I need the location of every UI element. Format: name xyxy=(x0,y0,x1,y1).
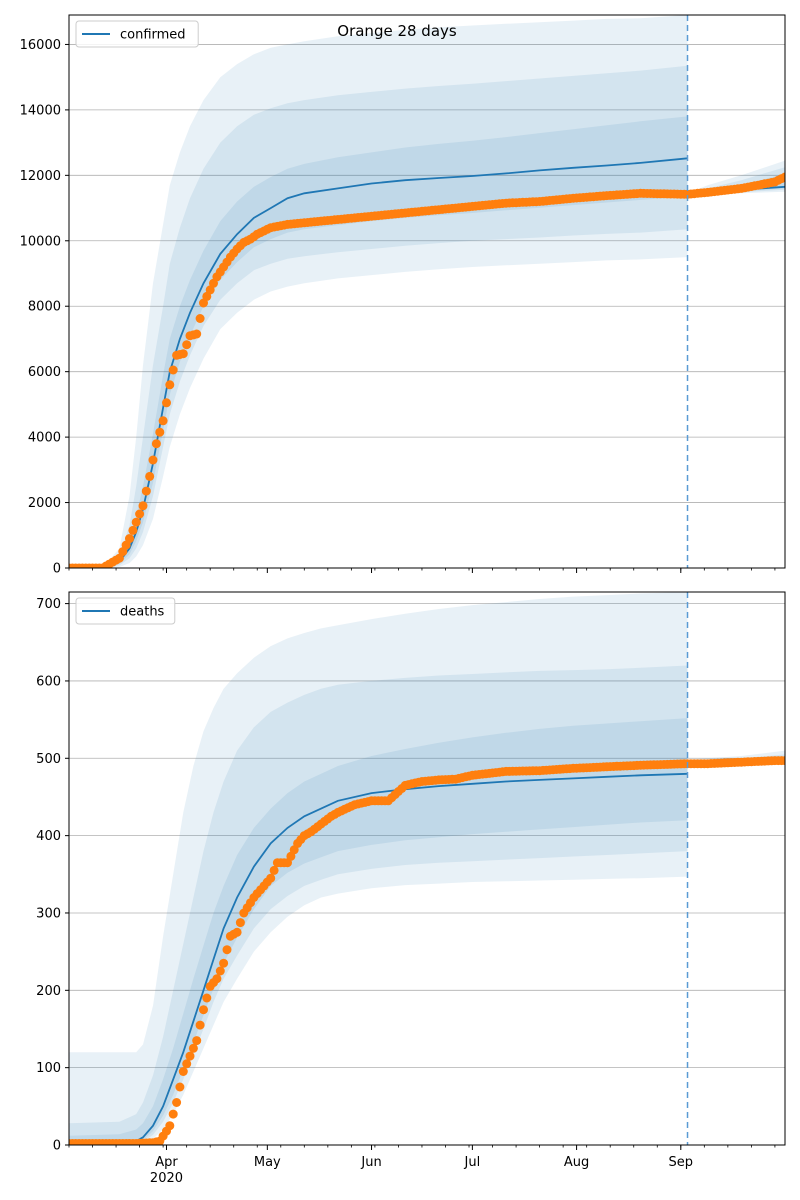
observed-point xyxy=(202,993,212,1003)
observed-point xyxy=(138,501,148,511)
legend: confirmed xyxy=(75,20,199,48)
observed-point xyxy=(182,340,192,350)
y-tick-label: 0 xyxy=(53,562,61,577)
observed-point xyxy=(125,534,134,544)
observed-point xyxy=(128,525,138,535)
legend-label: deaths xyxy=(120,605,165,620)
legend: deaths xyxy=(75,597,176,625)
observed-point xyxy=(162,398,171,408)
uncertainty-band xyxy=(69,116,688,568)
uncertainty-band xyxy=(69,718,688,1145)
uncertainty-band xyxy=(69,65,688,568)
observed-point xyxy=(155,427,165,437)
observed-point xyxy=(148,455,158,465)
observed-point xyxy=(266,873,276,883)
observed-point xyxy=(158,416,168,426)
x-tick-label: Apr xyxy=(155,1155,178,1170)
x-year-label: 2020 xyxy=(150,1171,183,1186)
y-tick-label: 700 xyxy=(36,597,61,612)
observed-point xyxy=(151,439,161,449)
observed-point xyxy=(232,927,242,937)
observed-point xyxy=(185,1051,195,1061)
observed-point xyxy=(178,349,188,359)
y-tick-label: 100 xyxy=(36,1061,61,1076)
observed-point xyxy=(172,1098,182,1107)
observed-point xyxy=(215,966,225,976)
y-tick-label: 6000 xyxy=(28,365,61,380)
observed-point xyxy=(212,974,222,984)
observed-point xyxy=(141,486,151,496)
observed-point xyxy=(188,1043,198,1053)
y-tick-label: 600 xyxy=(36,674,61,689)
uncertainty-band xyxy=(69,592,688,1145)
observed-point xyxy=(199,1005,208,1015)
observed-point xyxy=(192,329,202,339)
observed-point xyxy=(269,865,279,875)
plot-area xyxy=(69,592,785,1145)
observed-point xyxy=(165,1121,175,1131)
x-tick-label: Jun xyxy=(360,1155,381,1170)
legend-label: confirmed xyxy=(120,28,186,43)
observed-point xyxy=(145,471,155,481)
observed-point xyxy=(168,1109,178,1119)
observed-point xyxy=(222,945,232,955)
y-tick-label: 2000 xyxy=(28,496,61,511)
x-tick-label: Jul xyxy=(464,1155,481,1170)
uncertainty-band xyxy=(69,15,688,568)
y-tick-label: 200 xyxy=(36,984,61,999)
chart-title: Orange 28 days xyxy=(337,22,457,40)
y-tick-label: 12000 xyxy=(20,169,61,184)
axes-frame xyxy=(68,14,786,569)
chart-panel-1: 0 2000 4000 6000 8000 10000 12000 14000 16000 Ora… xyxy=(20,14,786,577)
y-tick-label: 14000 xyxy=(20,103,61,118)
y-tick-label: 400 xyxy=(36,829,61,844)
model-line xyxy=(69,772,688,1145)
observed-point xyxy=(175,1082,185,1092)
observed-point xyxy=(235,918,245,928)
y-tick-label: 0 xyxy=(53,1139,61,1154)
observed-point xyxy=(131,517,141,527)
observed-point xyxy=(192,1036,202,1046)
legend-box xyxy=(75,597,176,625)
observed-point xyxy=(195,314,205,323)
observed-point xyxy=(219,958,229,968)
y-tick-label: 300 xyxy=(36,906,61,921)
legend-box xyxy=(75,20,199,48)
y-tick-label: 8000 xyxy=(28,300,61,315)
observed-point xyxy=(780,172,785,182)
axes-frame xyxy=(68,591,786,1146)
observed-point xyxy=(780,756,785,766)
y-tick-label: 10000 xyxy=(20,234,61,249)
x-tick-label: Aug xyxy=(564,1155,589,1170)
observed-point xyxy=(165,380,175,390)
y-tick-label: 16000 xyxy=(20,38,61,53)
x-tick-label: May xyxy=(254,1155,281,1170)
observed-point xyxy=(195,1020,205,1030)
y-tick-label: 4000 xyxy=(28,431,61,446)
uncertainty-band xyxy=(69,665,688,1145)
observed-point xyxy=(182,1059,192,1069)
chart-panel-2: 0 100 200 300 400 500 600 700 Apr May Jun Jul Aug Sep… xyxy=(36,591,786,1186)
observed-point xyxy=(135,509,145,519)
observed-point xyxy=(168,365,178,375)
y-tick-label: 500 xyxy=(36,752,61,767)
x-tick-label: Sep xyxy=(669,1155,694,1170)
observed-point xyxy=(178,1067,188,1076)
plot-area xyxy=(69,15,785,568)
